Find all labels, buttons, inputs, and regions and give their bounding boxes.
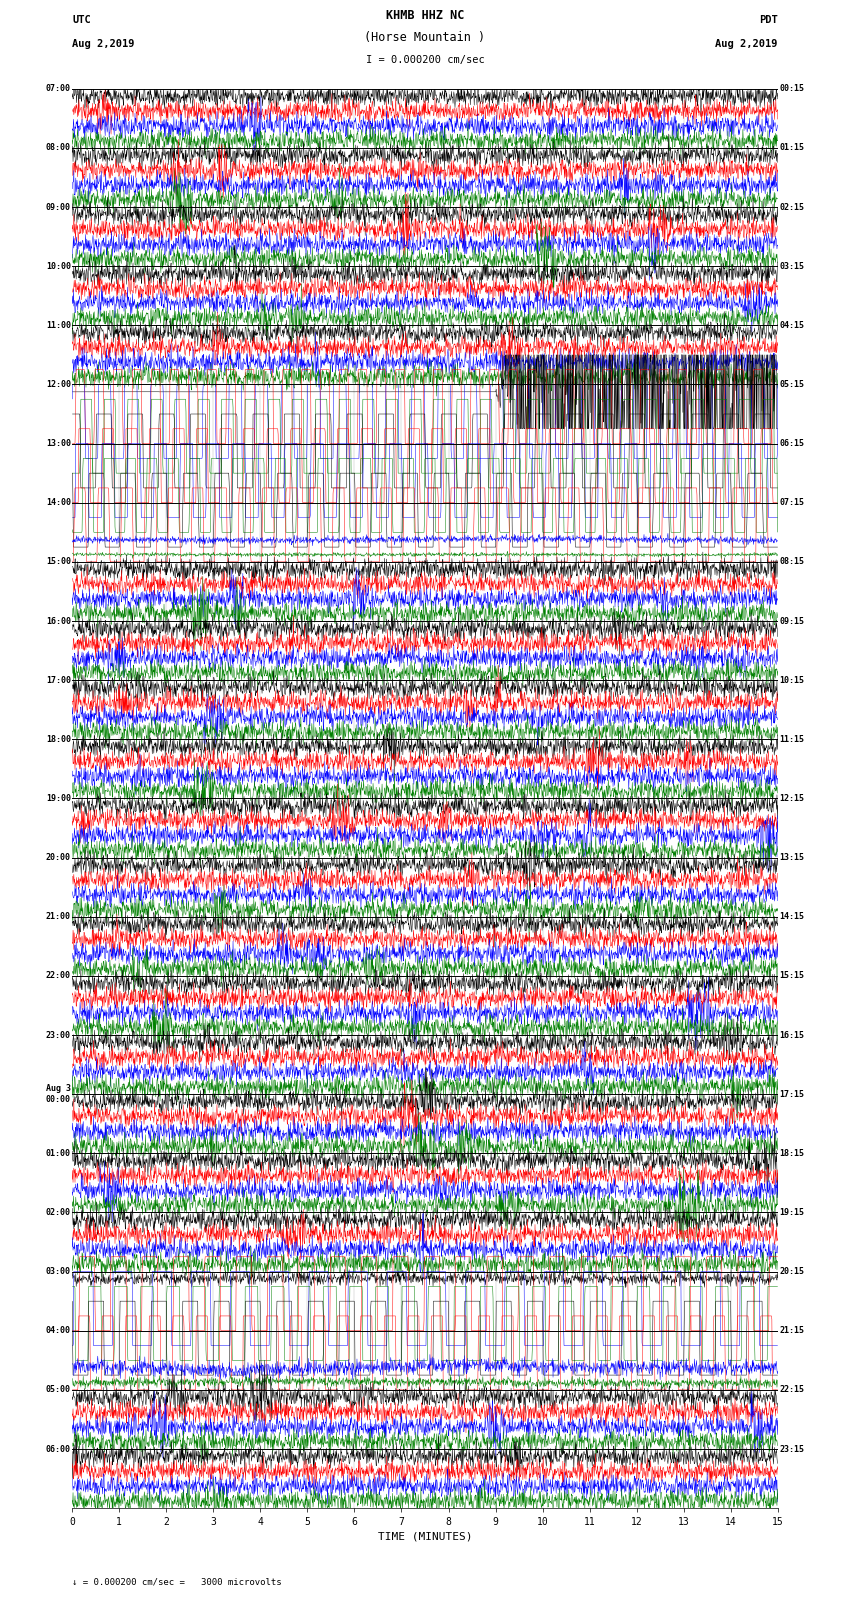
Text: 22:15: 22:15 xyxy=(779,1386,804,1394)
Text: 01:15: 01:15 xyxy=(779,144,804,152)
Text: 11:00: 11:00 xyxy=(46,321,71,329)
Text: 23:15: 23:15 xyxy=(779,1445,804,1453)
Text: 05:00: 05:00 xyxy=(46,1386,71,1394)
Text: 11:15: 11:15 xyxy=(779,736,804,744)
Text: 18:15: 18:15 xyxy=(779,1148,804,1158)
Text: 08:00: 08:00 xyxy=(46,144,71,152)
Text: 09:00: 09:00 xyxy=(46,203,71,211)
Text: 19:00: 19:00 xyxy=(46,794,71,803)
Text: 00:15: 00:15 xyxy=(779,84,804,94)
Text: 06:15: 06:15 xyxy=(779,439,804,448)
X-axis label: TIME (MINUTES): TIME (MINUTES) xyxy=(377,1531,473,1542)
Text: 09:15: 09:15 xyxy=(779,616,804,626)
Text: 05:15: 05:15 xyxy=(779,381,804,389)
Text: 04:15: 04:15 xyxy=(779,321,804,329)
Text: 13:00: 13:00 xyxy=(46,439,71,448)
Text: 14:00: 14:00 xyxy=(46,498,71,506)
Text: 16:15: 16:15 xyxy=(779,1031,804,1039)
Text: (Horse Mountain ): (Horse Mountain ) xyxy=(365,31,485,44)
Text: 03:00: 03:00 xyxy=(46,1268,71,1276)
Text: 20:00: 20:00 xyxy=(46,853,71,861)
Text: 20:15: 20:15 xyxy=(779,1268,804,1276)
Text: 01:00: 01:00 xyxy=(46,1148,71,1158)
Text: 07:00: 07:00 xyxy=(46,84,71,94)
Text: PDT: PDT xyxy=(759,15,778,24)
Text: ↓ = 0.000200 cm/sec =   3000 microvolts: ↓ = 0.000200 cm/sec = 3000 microvolts xyxy=(72,1578,282,1586)
Text: 16:00: 16:00 xyxy=(46,616,71,626)
Text: 08:15: 08:15 xyxy=(779,558,804,566)
Text: 02:00: 02:00 xyxy=(46,1208,71,1216)
Text: 23:00: 23:00 xyxy=(46,1031,71,1039)
Text: Aug 3
00:00: Aug 3 00:00 xyxy=(46,1084,71,1103)
Text: 19:15: 19:15 xyxy=(779,1208,804,1216)
Text: 12:15: 12:15 xyxy=(779,794,804,803)
Text: KHMB HHZ NC: KHMB HHZ NC xyxy=(386,10,464,23)
Text: 07:15: 07:15 xyxy=(779,498,804,506)
Text: 13:15: 13:15 xyxy=(779,853,804,861)
Text: 03:15: 03:15 xyxy=(779,261,804,271)
Text: Aug 2,2019: Aug 2,2019 xyxy=(72,39,135,50)
Text: 02:15: 02:15 xyxy=(779,203,804,211)
Text: 21:15: 21:15 xyxy=(779,1326,804,1336)
Text: 17:00: 17:00 xyxy=(46,676,71,684)
Text: 15:00: 15:00 xyxy=(46,558,71,566)
Text: 04:00: 04:00 xyxy=(46,1326,71,1336)
Text: 06:00: 06:00 xyxy=(46,1445,71,1453)
Text: 21:00: 21:00 xyxy=(46,913,71,921)
Text: 17:15: 17:15 xyxy=(779,1090,804,1098)
Text: 14:15: 14:15 xyxy=(779,913,804,921)
Text: 10:00: 10:00 xyxy=(46,261,71,271)
Text: 10:15: 10:15 xyxy=(779,676,804,684)
Text: I = 0.000200 cm/sec: I = 0.000200 cm/sec xyxy=(366,55,484,65)
Text: 22:00: 22:00 xyxy=(46,971,71,981)
Text: 12:00: 12:00 xyxy=(46,381,71,389)
Text: Aug 2,2019: Aug 2,2019 xyxy=(715,39,778,50)
Text: 18:00: 18:00 xyxy=(46,736,71,744)
Text: 15:15: 15:15 xyxy=(779,971,804,981)
Text: UTC: UTC xyxy=(72,15,91,24)
